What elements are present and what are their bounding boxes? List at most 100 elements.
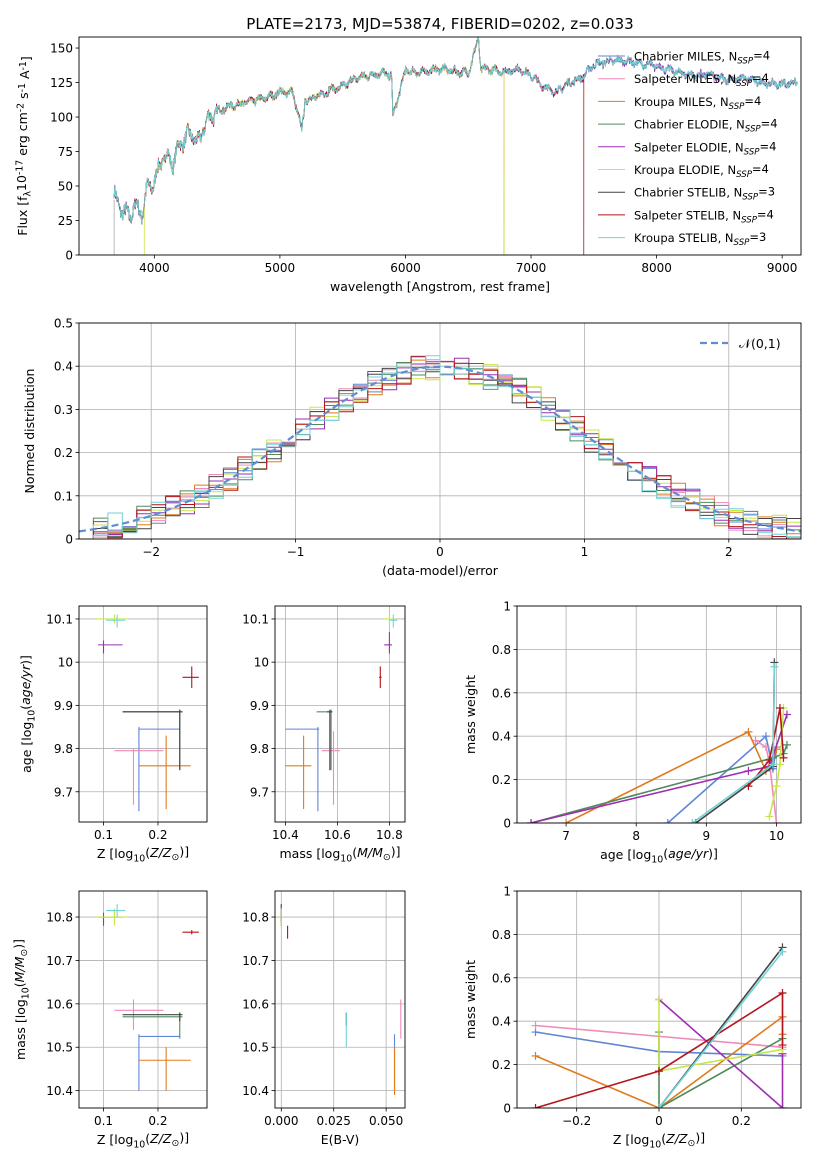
x-tick-label: 0.2	[148, 828, 167, 842]
errorbar-point-model-8	[106, 904, 126, 918]
errorbar-point-model-3	[122, 1012, 183, 1039]
errorbar-point-model-7	[182, 930, 199, 935]
weight-marker	[531, 1104, 540, 1108]
y-tick-label: 0.4	[492, 1015, 511, 1029]
y-tick-label: 9.7	[54, 785, 73, 799]
weight-marker	[778, 1041, 787, 1050]
y-tick-label: 0	[503, 1102, 511, 1116]
y-tick-label: 10.5	[242, 1041, 269, 1055]
errorbar-point-model-2	[138, 735, 191, 810]
errorbar-point-model-8	[106, 614, 126, 628]
plot-area-spectrum	[113, 37, 798, 255]
weight-marker	[778, 947, 787, 956]
gaussian-curve	[79, 365, 801, 533]
x-tick-label: 7000	[516, 261, 547, 275]
weight-marker	[765, 812, 774, 821]
x-tick-label: −2	[142, 545, 160, 559]
x-axis-label: (data-model)/error	[382, 563, 499, 578]
y-tick-label: 9.8	[54, 742, 73, 756]
plot-area-residuals	[79, 355, 801, 539]
legend-label-model-7: Salpeter STELIB, NSSP=4	[634, 207, 774, 225]
x-tick-label: 10.4	[272, 828, 299, 842]
axes-mass-vs-ebv: 0.000 0.025 0.050 10.4 10.5 10.6 10.7 10.8 E(B-V…	[242, 890, 406, 1147]
y-tick-label: 0	[65, 533, 73, 547]
y-tick-label: 50	[58, 180, 73, 194]
y-tick-label: 0.2	[54, 446, 73, 460]
weight-series-model-4	[655, 995, 787, 1108]
weight-marker	[562, 819, 571, 823]
weight-marker	[775, 703, 784, 712]
x-axis-label: mass [log10(M/M⊙)]	[280, 844, 401, 864]
x-tick-label: 2	[725, 545, 733, 559]
errorbar-point-model-5	[95, 908, 129, 926]
weight-marker	[527, 819, 536, 823]
errorbar-point-model-4	[98, 640, 123, 654]
weight-series-model-7	[744, 703, 788, 791]
y-tick-label: 10.6	[242, 997, 269, 1011]
y-tick-label: 0.1	[54, 489, 73, 503]
weight-line	[658, 998, 784, 1108]
y-tick-label: 75	[58, 145, 73, 159]
y-axis-label: mass weight	[463, 675, 478, 754]
legend-label-model-3: Chabrier ELODIE, NSSP=4	[634, 117, 778, 135]
x-axis-label: E(B-V)	[321, 1132, 360, 1147]
x-tick-label: 10.8	[376, 828, 403, 842]
x-tick-label: 10.6	[324, 828, 351, 842]
x-axis-label: Z [log10(Z/Z⊙)]	[97, 844, 189, 864]
axes-mass-vs-Z: 0.1 0.2 10.4 10.5 10.6 10.7 10.8 Z [log10(Z/Z⊙)…	[11, 890, 208, 1150]
x-tick-label: 8000	[641, 261, 672, 275]
errorbar-point-model-7	[379, 666, 382, 689]
x-tick-label: 10	[769, 829, 784, 843]
x-tick-label: 6000	[390, 261, 421, 275]
spectrum-line-model-8	[113, 37, 798, 225]
errorbar-point-model-7	[182, 666, 199, 689]
x-axis-label: wavelength [Angstrom, rest frame]	[330, 279, 550, 294]
weight-line	[747, 707, 785, 787]
figure-title: PLATE=2173, MJD=53874, FIBERID=0202, z=0…	[246, 15, 633, 33]
axes-weight-vs-age: 7 8 9 10 0 0.2 0.4 0.6 0.8 1 age [log10(age/yr)] ma…	[463, 600, 802, 865]
axes-frame	[78, 890, 208, 1109]
y-tick-label: 0.4	[54, 360, 73, 374]
x-tick-label: 0.2	[732, 1114, 751, 1128]
legend-label-gaussian: 𝒩(0,1)	[739, 336, 781, 351]
weight-marker	[655, 1104, 663, 1108]
errorbar-point-model-6	[122, 709, 183, 771]
legend-label-model-4: Salpeter ELODIE, NSSP=4	[634, 139, 776, 157]
errorbar-point-model-5	[95, 614, 129, 624]
axes-frame	[274, 605, 406, 823]
y-tick-label: 100	[50, 111, 73, 125]
x-tick-label: 7	[562, 829, 570, 843]
legend-residuals: 𝒩(0,1)	[700, 336, 781, 351]
weight-line	[695, 662, 776, 823]
weight-marker	[775, 760, 784, 769]
x-tick-label: 0.050	[369, 1114, 403, 1128]
x-tick-label: 0.2	[148, 1114, 167, 1128]
y-tick-label: 0.5	[54, 317, 73, 331]
weight-marker	[782, 740, 791, 749]
plot-area-mass-vs-Z	[95, 904, 199, 1091]
x-tick-label: 5000	[265, 261, 296, 275]
errorbar-point-model-1	[114, 748, 164, 805]
x-axis-label: Z [log10(Z/Z⊙)]	[97, 1130, 189, 1150]
weight-line	[658, 1032, 783, 1108]
axes-frame	[78, 605, 208, 823]
axes-residuals: −2 −1 0 1 2 0 0.1 0.2 0.3 0.4 0.5 (data-model)/erro…	[22, 317, 802, 578]
errorbar-point-model-6	[327, 709, 333, 771]
weight-line	[565, 730, 778, 823]
weight-series-model-2	[562, 727, 781, 823]
x-tick-label: 1	[581, 545, 589, 559]
y-tick-label: 10.7	[242, 954, 269, 968]
weight-line	[754, 739, 778, 823]
errorbar-point-model-3	[122, 709, 183, 771]
y-tick-label: 0.6	[492, 971, 511, 985]
y-tick-label: 0	[65, 249, 73, 263]
plot-area-weight-vs-age	[527, 658, 791, 823]
y-axis-label: age [log10(age/yr)]	[18, 655, 37, 773]
x-tick-label: −0.2	[562, 1114, 591, 1128]
axes-age-vs-Z: 0.1 0.2 9.7 9.8 9.9 10 10.1 Z [log10(Z/Z⊙)] age …	[18, 605, 208, 864]
y-tick-label: 0.2	[492, 1058, 511, 1072]
x-tick-label: 0	[655, 1114, 663, 1128]
weight-line	[535, 991, 784, 1108]
y-tick-label: 0.4	[492, 730, 511, 744]
